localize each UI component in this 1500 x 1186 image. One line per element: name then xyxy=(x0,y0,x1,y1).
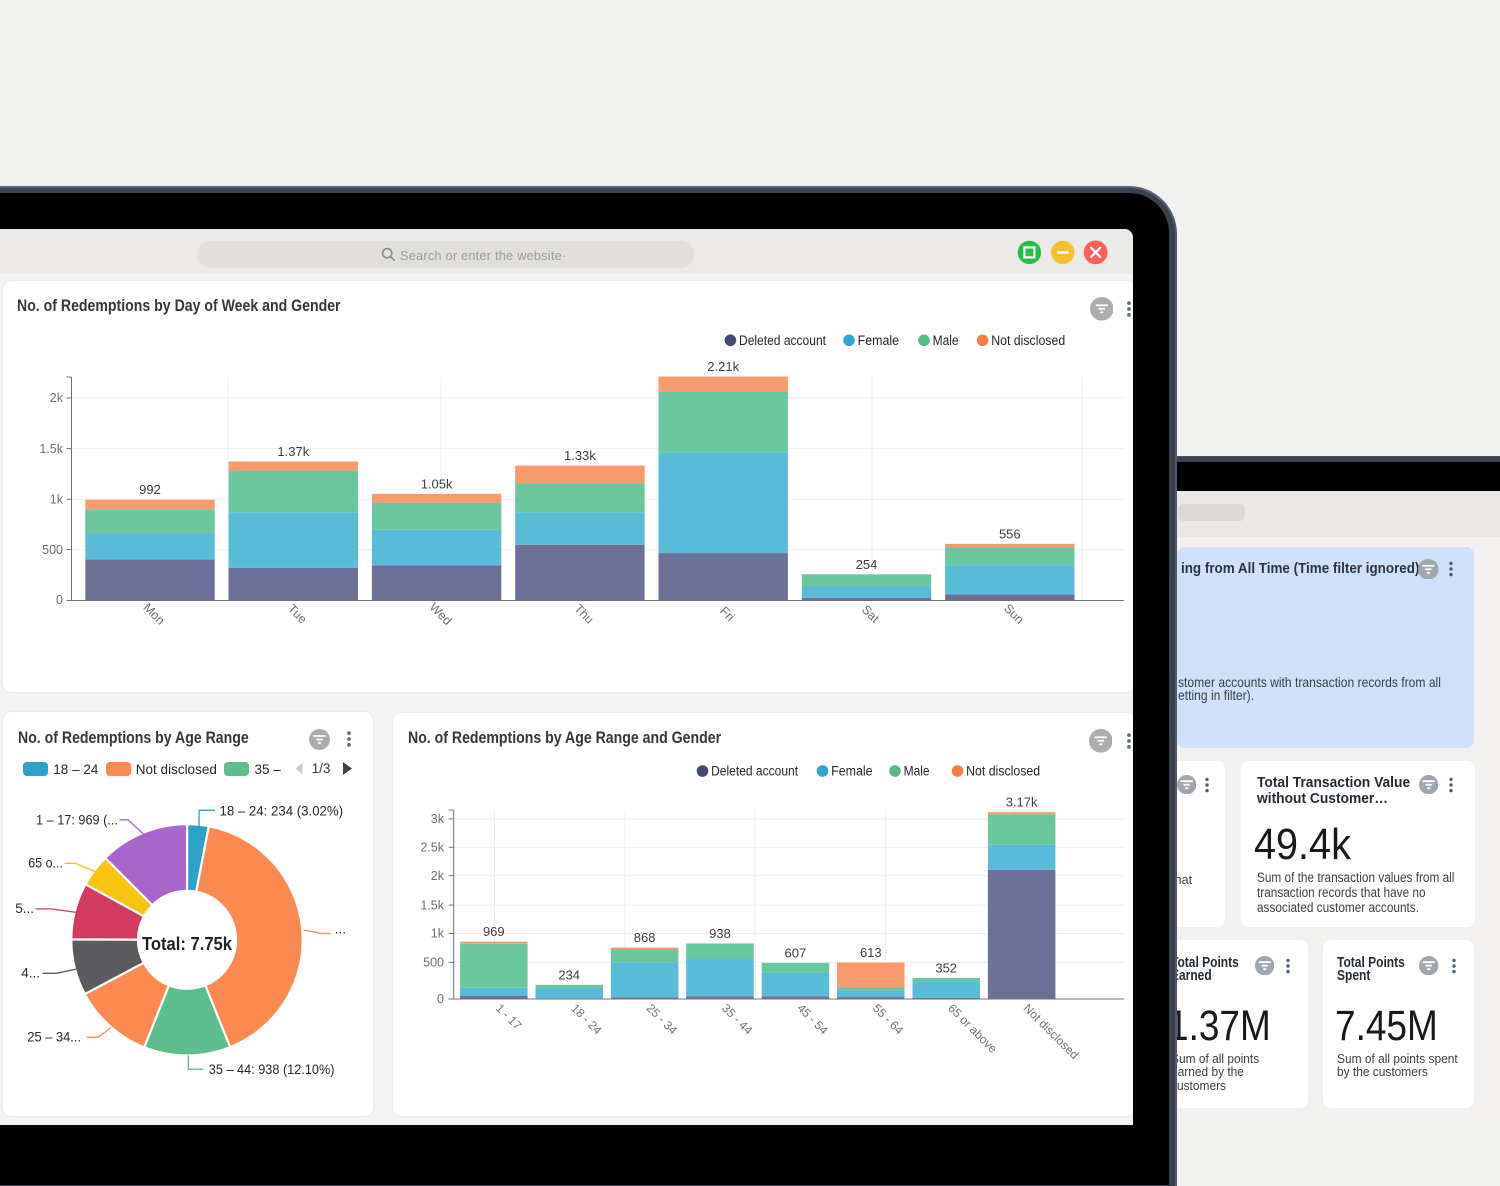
svg-text:1.37k: 1.37k xyxy=(277,444,309,459)
svg-text:Female: Female xyxy=(831,764,873,779)
svg-text:Thu: Thu xyxy=(571,601,596,626)
svg-text:Wed: Wed xyxy=(427,600,455,628)
svg-text:254: 254 xyxy=(856,557,878,572)
svg-text:Male: Male xyxy=(933,333,959,348)
svg-text:Deleted account: Deleted account xyxy=(739,333,826,348)
svg-text:Male: Male xyxy=(904,764,930,779)
svg-text:35 - 44: 35 - 44 xyxy=(719,1001,756,1038)
svg-text:Female: Female xyxy=(858,333,900,348)
svg-text:4...: 4... xyxy=(21,966,40,981)
svg-text:Not disclosed: Not disclosed xyxy=(966,764,1040,779)
svg-text:1/3: 1/3 xyxy=(312,761,331,776)
svg-text:18 - 24: 18 - 24 xyxy=(568,1001,605,1038)
svg-text:3k: 3k xyxy=(431,812,445,826)
svg-text:Sat: Sat xyxy=(859,602,883,626)
svg-text:2k: 2k xyxy=(431,869,445,883)
svg-text:1 - 17: 1 - 17 xyxy=(493,1001,525,1033)
svg-text:2.5k: 2.5k xyxy=(420,841,444,855)
svg-text:2.21k: 2.21k xyxy=(707,359,739,374)
svg-text:0: 0 xyxy=(437,992,444,1006)
svg-text:969: 969 xyxy=(483,924,505,939)
svg-text:500: 500 xyxy=(423,956,444,970)
svg-text:Deleted account: Deleted account xyxy=(711,764,798,779)
svg-text:613: 613 xyxy=(860,945,882,960)
svg-text:607: 607 xyxy=(785,945,807,960)
svg-text:1.05k: 1.05k xyxy=(421,476,453,491)
svg-text:1.5k: 1.5k xyxy=(420,898,444,912)
svg-text:352: 352 xyxy=(935,960,957,975)
svg-text:938: 938 xyxy=(709,926,731,941)
svg-text:556: 556 xyxy=(999,526,1021,541)
svg-text:992: 992 xyxy=(139,482,161,497)
svg-text:25 – 34...: 25 – 34... xyxy=(27,1030,81,1045)
svg-text:234: 234 xyxy=(558,967,580,982)
svg-text:Fri: Fri xyxy=(717,604,737,624)
svg-text:Mon: Mon xyxy=(140,600,167,627)
svg-text:1k: 1k xyxy=(431,927,445,941)
svg-text:1k: 1k xyxy=(50,492,64,506)
svg-text:35 – 44: 938 (12.10%): 35 – 44: 938 (12.10%) xyxy=(209,1062,335,1077)
svg-text:65 or above: 65 or above xyxy=(945,1001,1000,1056)
svg-text:Total: 7.75k: Total: 7.75k xyxy=(142,933,233,954)
svg-text:65 o...: 65 o... xyxy=(28,856,63,871)
svg-text:868: 868 xyxy=(634,930,656,945)
svg-text:18 – 24: 234 (3.02%): 18 – 24: 234 (3.02%) xyxy=(220,803,344,818)
svg-text:5...: 5... xyxy=(15,901,34,916)
svg-text:...: ... xyxy=(335,922,346,937)
svg-text:1.5k: 1.5k xyxy=(39,442,63,456)
svg-text:1.33k: 1.33k xyxy=(564,448,596,463)
svg-text:Sun: Sun xyxy=(1001,601,1027,627)
svg-text:Not disclosed: Not disclosed xyxy=(1021,1001,1082,1062)
svg-text:25 - 34: 25 - 34 xyxy=(644,1001,681,1038)
svg-text:500: 500 xyxy=(42,543,63,557)
svg-text:1 – 17: 969 (...: 1 – 17: 969 (... xyxy=(36,812,118,827)
svg-text:45 - 54: 45 - 54 xyxy=(794,1001,831,1038)
svg-text:55 - 64: 55 - 64 xyxy=(870,1001,907,1038)
svg-text:Not disclosed: Not disclosed xyxy=(991,333,1065,348)
svg-text:0: 0 xyxy=(56,593,63,607)
svg-text:2k: 2k xyxy=(50,391,64,405)
svg-text:3.17k: 3.17k xyxy=(1006,795,1038,810)
svg-text:Tue: Tue xyxy=(285,602,310,627)
